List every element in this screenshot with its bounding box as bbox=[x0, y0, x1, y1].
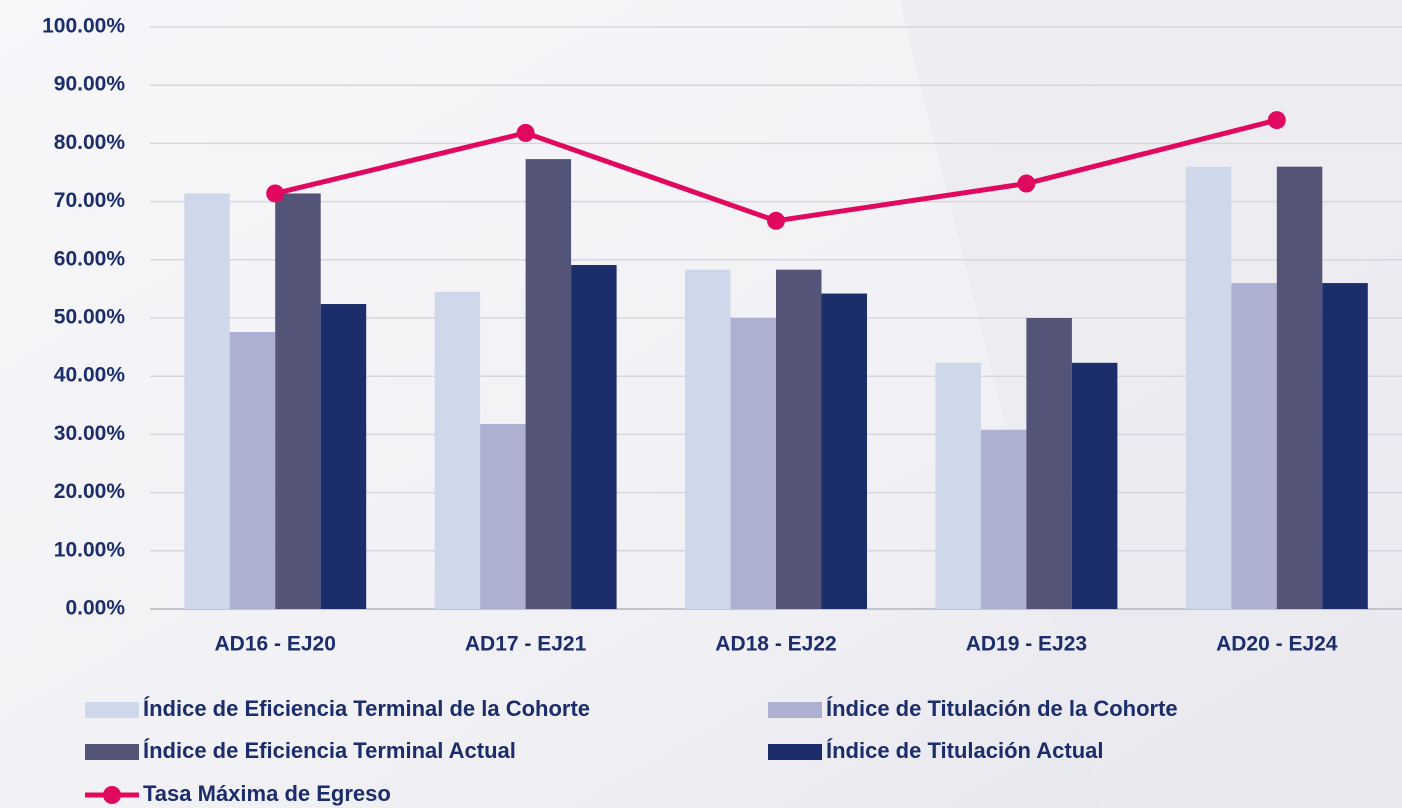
bar bbox=[1322, 283, 1368, 609]
bar bbox=[935, 362, 981, 609]
line-marker bbox=[1267, 111, 1286, 130]
y-tick-label: 0.00% bbox=[65, 597, 125, 620]
legend-swatch bbox=[85, 702, 139, 718]
y-tick-label: 50.00% bbox=[54, 306, 126, 329]
legend-label: Tasa Máxima de Egreso bbox=[143, 781, 391, 806]
line-marker bbox=[767, 211, 785, 230]
bar bbox=[434, 291, 481, 609]
bar bbox=[480, 423, 526, 609]
legend-label: Índice de Titulación Actual bbox=[826, 738, 1104, 763]
y-tick-label: 100.00% bbox=[42, 15, 125, 38]
x-tick-label: AD19 - EJ23 bbox=[966, 633, 1087, 656]
bar bbox=[275, 193, 321, 609]
y-tick-label: 90.00% bbox=[54, 73, 126, 96]
line-marker bbox=[266, 184, 285, 203]
legend-swatch bbox=[768, 744, 822, 760]
legend-swatch bbox=[768, 702, 822, 718]
bar bbox=[685, 269, 731, 609]
x-tick-label: AD16 - EJ20 bbox=[214, 633, 335, 656]
y-tick-label: 20.00% bbox=[54, 480, 126, 503]
bar bbox=[1185, 166, 1232, 609]
line-marker bbox=[1017, 174, 1036, 193]
x-tick-label: AD18 - EJ22 bbox=[715, 633, 836, 656]
bar bbox=[1071, 362, 1118, 609]
bar bbox=[821, 293, 867, 609]
legend-label: Índice de Eficiencia Terminal de la Coho… bbox=[143, 696, 590, 721]
bar bbox=[184, 193, 230, 609]
legend-swatch bbox=[103, 786, 121, 804]
y-tick-label: 10.00% bbox=[54, 538, 126, 561]
bar bbox=[1231, 283, 1277, 609]
y-tick-label: 40.00% bbox=[54, 364, 126, 387]
bar bbox=[980, 429, 1027, 609]
legend-label: Índice de Eficiencia Terminal Actual bbox=[143, 738, 516, 763]
y-tick-label: 30.00% bbox=[54, 422, 126, 445]
y-tick-label: 80.00% bbox=[54, 131, 126, 154]
bar bbox=[776, 269, 822, 609]
bar bbox=[571, 265, 617, 609]
bar bbox=[229, 331, 276, 609]
x-tick-label: AD20 - EJ24 bbox=[1216, 633, 1338, 656]
bar bbox=[730, 318, 776, 609]
x-tick-label: AD17 - EJ21 bbox=[465, 633, 587, 656]
y-tick-label: 60.00% bbox=[54, 247, 126, 270]
y-tick-label: 70.00% bbox=[54, 189, 126, 212]
legend-swatch bbox=[85, 744, 139, 760]
bar bbox=[1026, 318, 1072, 609]
line-marker bbox=[516, 123, 535, 142]
bar bbox=[1276, 166, 1323, 609]
bar bbox=[320, 304, 367, 609]
bar bbox=[525, 159, 572, 609]
legend-label: Índice de Titulación de la Cohorte bbox=[826, 696, 1178, 721]
